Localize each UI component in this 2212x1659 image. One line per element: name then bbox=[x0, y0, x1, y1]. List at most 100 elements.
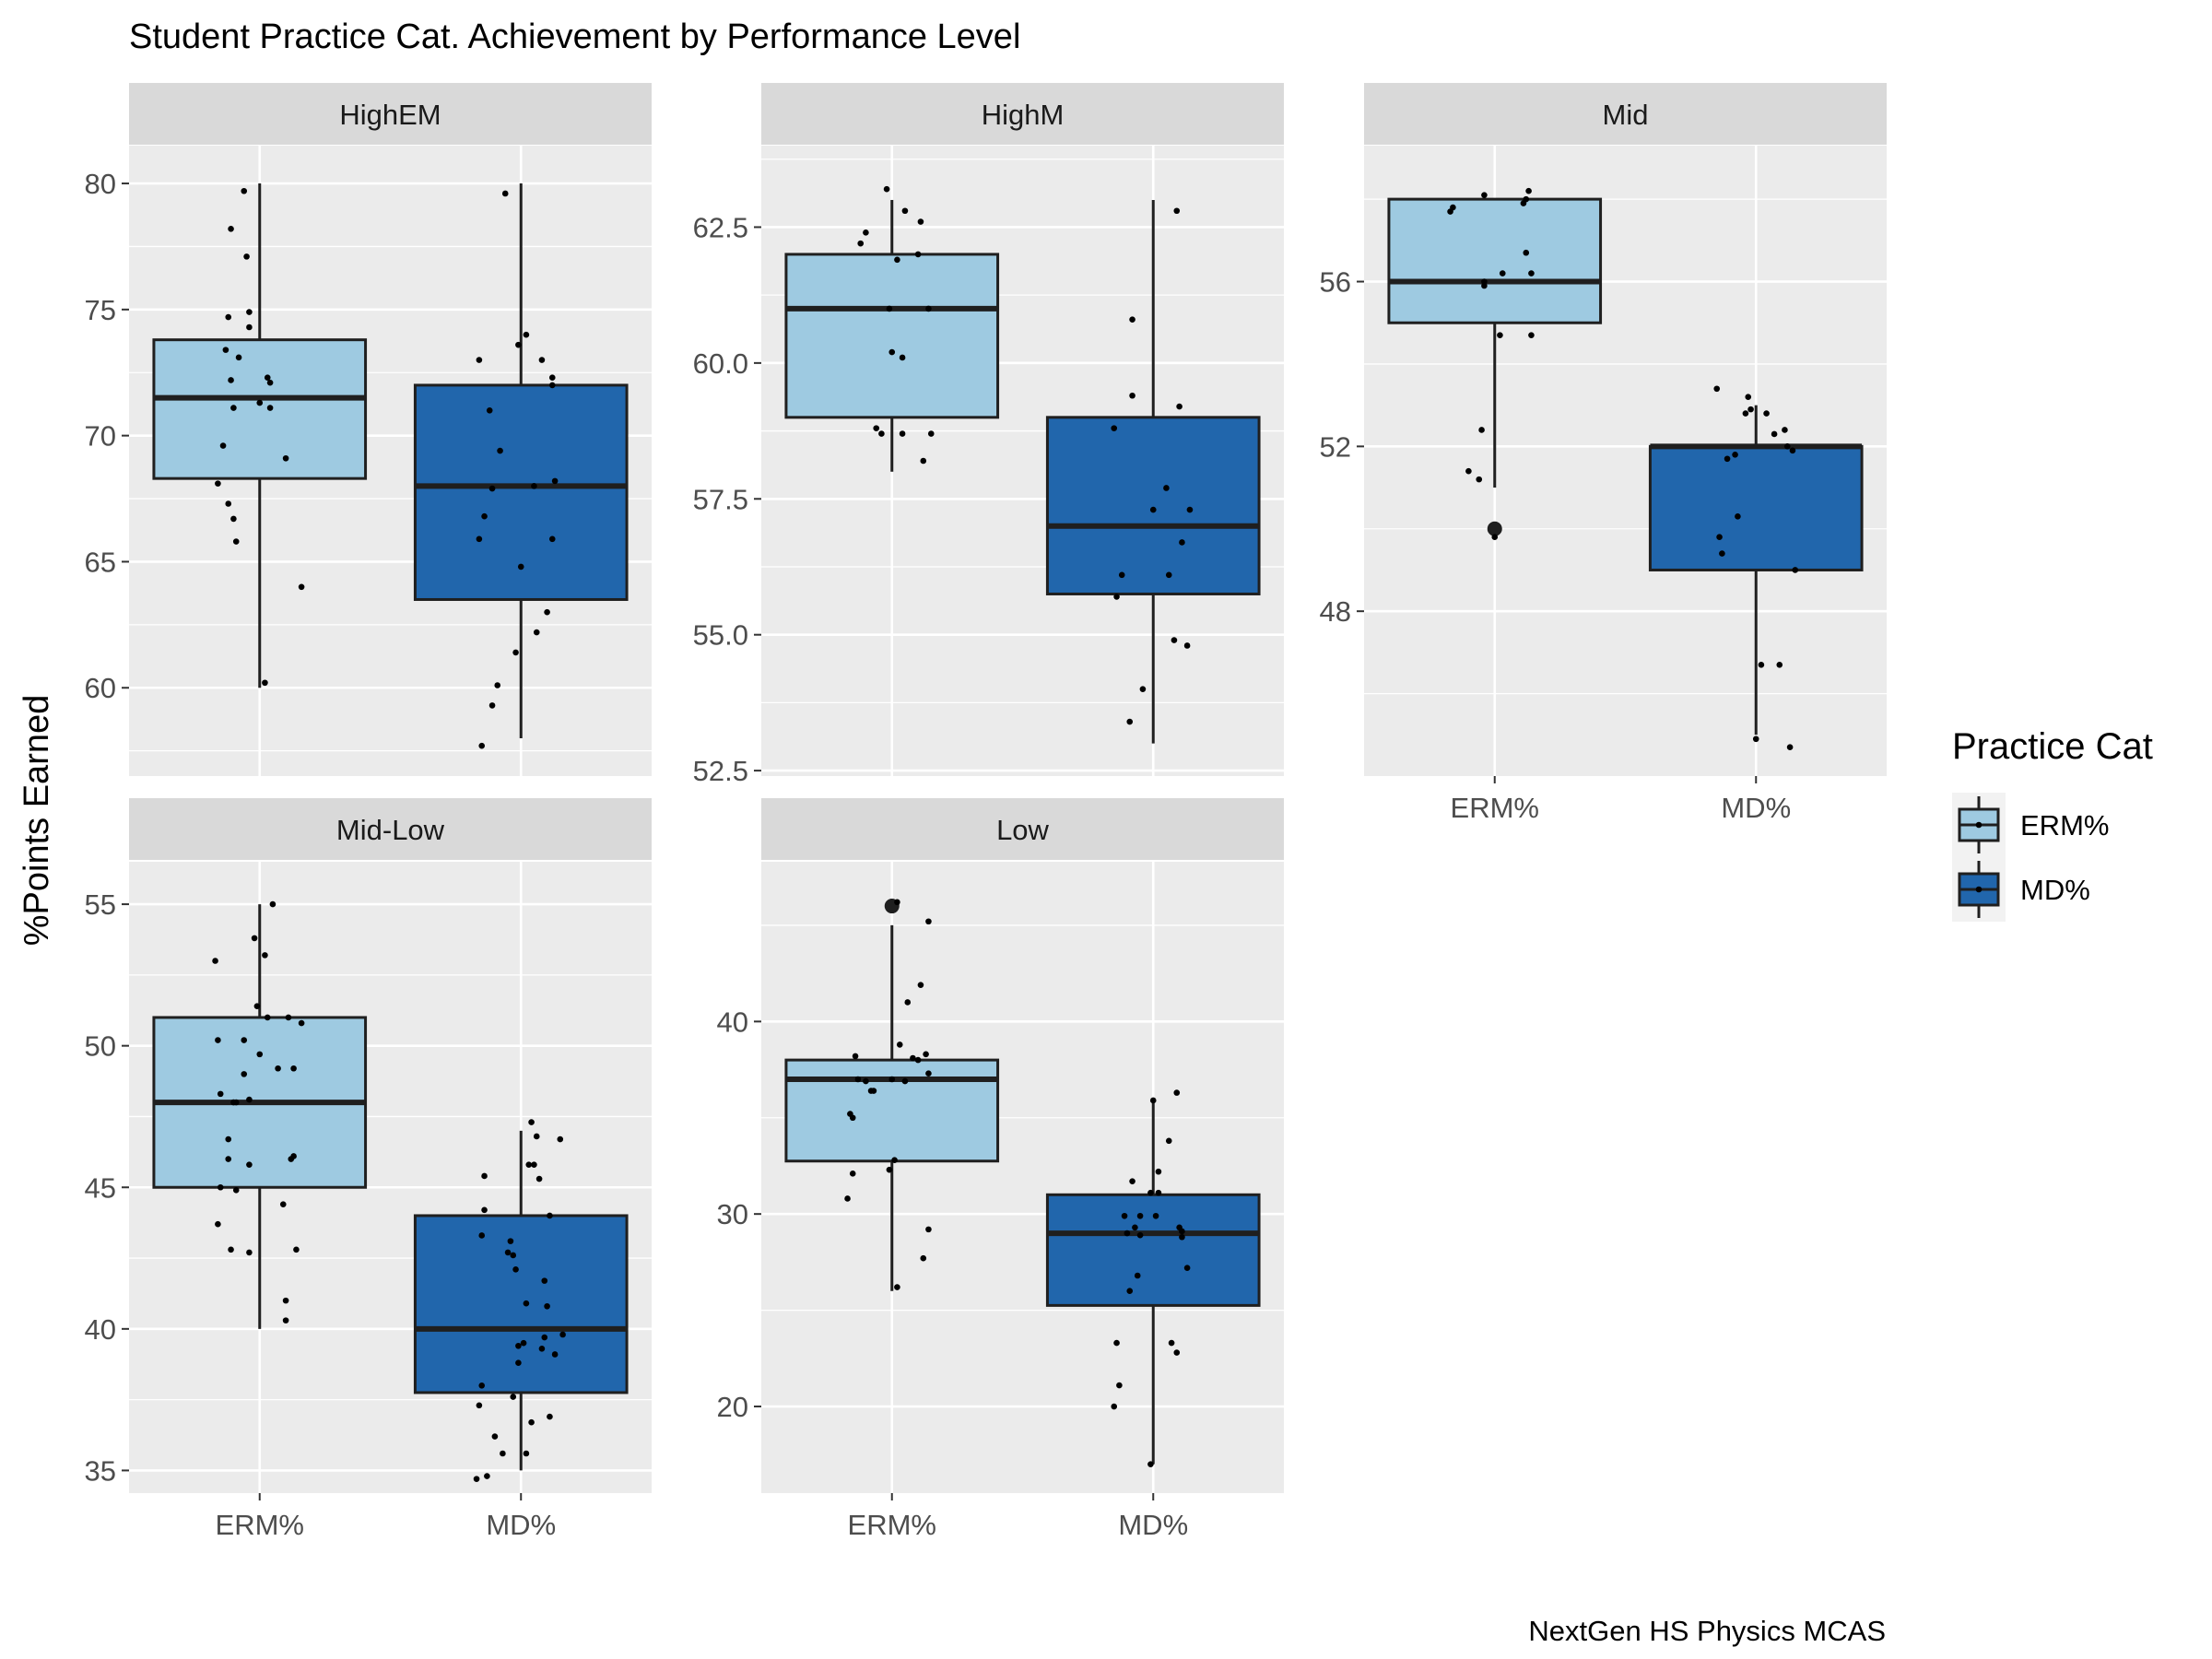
legend-item-label: MD% bbox=[2020, 874, 2090, 906]
jitter-point bbox=[1149, 506, 1157, 513]
jitter-point bbox=[1183, 642, 1191, 649]
legend-item-label: ERM% bbox=[2020, 809, 2109, 841]
x-tick-label: ERM% bbox=[1451, 792, 1539, 824]
jitter-point bbox=[844, 1195, 851, 1202]
jitter-point bbox=[481, 1172, 488, 1180]
jitter-point bbox=[217, 1090, 224, 1098]
facet-strip bbox=[761, 798, 1284, 860]
jitter-point bbox=[1179, 539, 1185, 546]
jitter-point bbox=[488, 485, 496, 492]
jitter-point bbox=[494, 682, 501, 688]
legend-key-point bbox=[1975, 886, 1983, 893]
y-tick-label: 50 bbox=[85, 1030, 116, 1063]
y-tick-label: 52 bbox=[1320, 430, 1351, 463]
jitter-point bbox=[481, 512, 488, 520]
caption: NextGen HS Physics MCAS bbox=[1528, 1615, 1886, 1647]
jitter-point bbox=[1129, 316, 1135, 323]
facet-strip bbox=[129, 798, 652, 860]
jitter-point bbox=[512, 649, 519, 656]
box-iqr bbox=[1045, 416, 1261, 595]
jitter-point bbox=[262, 952, 268, 959]
jitter-point bbox=[927, 430, 935, 437]
jitter-point bbox=[507, 1238, 514, 1244]
jitter-point bbox=[914, 251, 922, 258]
box-iqr bbox=[1045, 1193, 1261, 1307]
jitter-point bbox=[925, 1070, 932, 1077]
jitter-point bbox=[531, 1161, 537, 1168]
jitter-point bbox=[1113, 594, 1120, 600]
jitter-point bbox=[920, 457, 927, 465]
jitter-point bbox=[1136, 1212, 1144, 1219]
jitter-point bbox=[1124, 1230, 1131, 1237]
jitter-point bbox=[1745, 394, 1752, 401]
jitter-point bbox=[899, 354, 906, 361]
facet-mid-low: 35 40 45 50 55 Mid-Low ERM% MD% bbox=[85, 798, 652, 1541]
legend-key-point bbox=[1975, 821, 1983, 829]
jitter-point bbox=[1147, 1189, 1154, 1196]
jitter-point bbox=[262, 679, 268, 687]
y-tick-label: 40 bbox=[717, 1006, 748, 1038]
jitter-point bbox=[1113, 1339, 1120, 1347]
jitter-point bbox=[222, 347, 229, 353]
jitter-point bbox=[1783, 443, 1791, 450]
jitter-point bbox=[925, 305, 932, 312]
jitter-point bbox=[510, 1252, 517, 1259]
box-iqr bbox=[152, 338, 368, 480]
y-tick-label: 65 bbox=[85, 546, 116, 578]
jitter-point bbox=[293, 1246, 300, 1253]
jitter-point bbox=[1481, 282, 1488, 289]
jitter-point bbox=[282, 1297, 289, 1304]
jitter-point bbox=[266, 379, 274, 386]
facet-panels: 60 65 70 75 80 HighEM 52.5 55.0 57.5 60.0 62.5 High… bbox=[85, 83, 1887, 1541]
jitter-point bbox=[290, 1153, 297, 1159]
jitter-point bbox=[857, 240, 865, 247]
jitter-point bbox=[481, 1206, 488, 1214]
jitter-point bbox=[1792, 567, 1799, 573]
jitter-point bbox=[246, 309, 253, 315]
jitter-point bbox=[1481, 192, 1488, 198]
jitter-point bbox=[1719, 550, 1725, 557]
jitter-point bbox=[491, 1433, 499, 1440]
jitter-point bbox=[548, 382, 556, 389]
jitter-point bbox=[559, 1331, 566, 1338]
jitter-point bbox=[246, 324, 253, 331]
jitter-point bbox=[228, 225, 234, 232]
jitter-point bbox=[914, 1056, 922, 1064]
jitter-point bbox=[1168, 1339, 1175, 1347]
jitter-point bbox=[215, 1037, 221, 1043]
jitter-point bbox=[1183, 1265, 1191, 1271]
jitter-point bbox=[1528, 270, 1535, 276]
y-axis-label: %Points Earned bbox=[18, 695, 56, 947]
jitter-point bbox=[232, 538, 240, 545]
jitter-point bbox=[1450, 204, 1456, 211]
jitter-point bbox=[230, 405, 237, 411]
x-tick-label: MD% bbox=[486, 1509, 556, 1541]
jitter-point bbox=[476, 1402, 483, 1409]
jitter-point bbox=[1789, 447, 1796, 454]
jitter-point bbox=[888, 348, 896, 356]
jitter-point bbox=[1111, 1403, 1118, 1410]
jitter-point bbox=[1179, 1228, 1185, 1235]
jitter-point bbox=[1523, 195, 1530, 203]
jitter-point bbox=[854, 1076, 862, 1083]
jitter-point bbox=[246, 1096, 253, 1103]
jitter-point bbox=[504, 1249, 512, 1256]
box-md bbox=[1045, 199, 1261, 744]
jitter-point bbox=[901, 1077, 909, 1085]
jitter-point bbox=[1139, 686, 1147, 692]
y-tick-label: 60.0 bbox=[693, 347, 748, 380]
jitter-point bbox=[894, 256, 900, 264]
jitter-point bbox=[282, 1317, 289, 1324]
jitter-point bbox=[232, 1099, 240, 1106]
jitter-point bbox=[1163, 485, 1170, 491]
jitter-point bbox=[264, 1014, 271, 1021]
x-tick-label: ERM% bbox=[216, 1509, 304, 1541]
jitter-point bbox=[544, 1302, 550, 1310]
jitter-point bbox=[873, 425, 880, 431]
y-tick-label: 60 bbox=[85, 672, 116, 704]
jitter-point bbox=[1126, 718, 1134, 725]
jitter-point bbox=[1186, 506, 1194, 513]
jitter-point bbox=[478, 1232, 486, 1239]
jitter-point bbox=[1129, 1178, 1135, 1184]
jitter-point bbox=[910, 1054, 916, 1062]
